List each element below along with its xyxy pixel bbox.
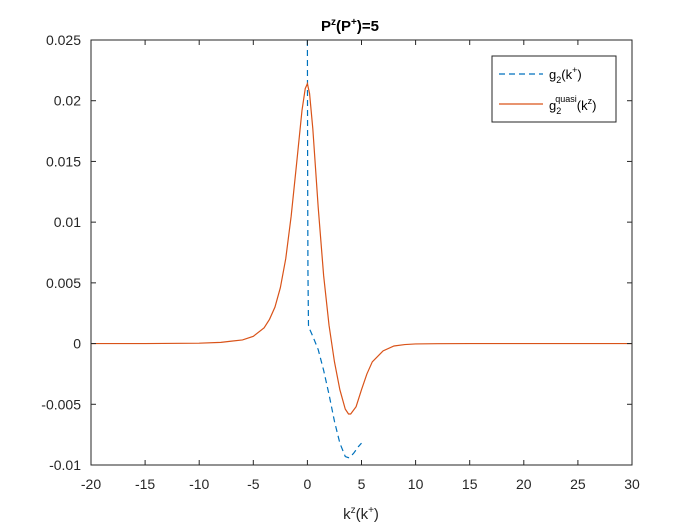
xlabel-base: k [343,506,351,523]
y-tick-label: 0.02 [54,93,81,109]
legend-label-g2: g2(k+) [549,65,582,85]
y-tick-label: -0.005 [41,396,81,412]
x-tick-label: -5 [247,476,260,492]
x-tick-label: 0 [304,476,312,492]
x-tick-label: 10 [408,476,424,492]
series-line-g2quasi [91,81,632,415]
x-tick-label: 30 [624,476,640,492]
title-paren-sup: + [351,17,357,28]
axes-box [90,39,633,466]
series-line-g2 [306,39,362,459]
x-tick-label: -10 [189,476,209,492]
title-suffix: =5 [362,18,379,35]
x-tick-label: 5 [358,476,366,492]
title-paren: P [341,18,351,35]
legend-label-g2quasi: g2quasi(kz) [549,94,596,116]
x-tick-label: 25 [570,476,586,492]
x-tick-label: 20 [516,476,532,492]
x-axis-label: kz(k+) [343,505,379,523]
legend-box [491,55,617,123]
series-layer [91,39,632,459]
xlabel-base-sup: z [351,505,356,516]
ticks-layer: -20 -15 -10 -5 0 5 10 15 20 25 30 -0.01 -0.005 0 0.005… [41,32,640,492]
chart-title: Pz(P+)=5 [321,17,379,35]
y-tick-label: 0 [73,336,81,352]
title-base-sup: z [331,17,336,28]
y-tick-label: 0.025 [46,32,81,48]
y-tick-label: 0.005 [46,275,81,291]
y-tick-label: -0.01 [49,457,81,473]
y-tick-label: 0.015 [46,153,81,169]
x-tick-label: -20 [81,476,101,492]
title-base: P [321,18,331,35]
x-tick-label: -15 [135,476,155,492]
xlabel-paren: k [361,506,369,523]
xlabel-paren-sup: + [368,505,374,516]
legend: g2(k+) g2quasi(kz) [491,55,617,123]
y-tick-label: 0.01 [54,214,81,230]
x-tick-label: 15 [462,476,478,492]
